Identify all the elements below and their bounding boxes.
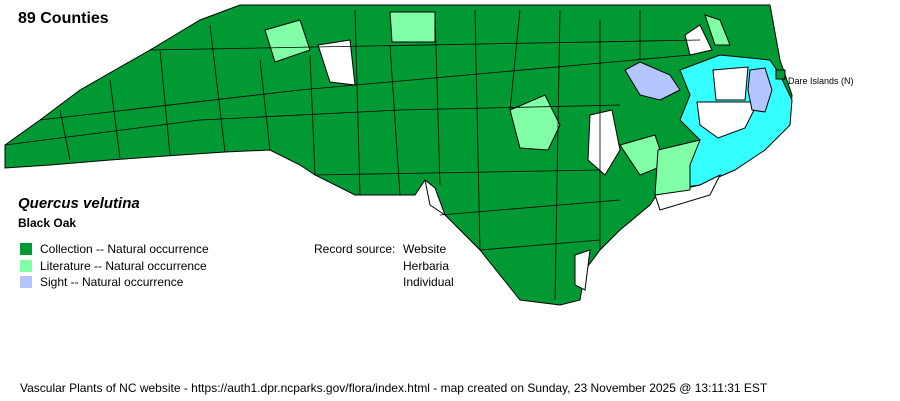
legend-swatch (20, 243, 32, 255)
scientific-name: Quercus velutina (18, 195, 140, 212)
county-absent (424, 178, 447, 217)
county-absent (574, 249, 591, 291)
record-source-value: Individual (403, 275, 454, 289)
county-sight (747, 67, 773, 113)
record-source-label: Record source: (314, 242, 396, 256)
county-absent (696, 101, 759, 139)
county-sight (624, 61, 681, 101)
county-literature (264, 19, 311, 63)
legend-label: Collection -- Natural occurrence (40, 242, 209, 256)
county-literature (509, 94, 561, 151)
county-absent (654, 173, 722, 211)
dare-islands-label: Dare Islands (N) (788, 76, 854, 86)
footer-credit: Vascular Plants of NC website - https://… (20, 381, 768, 395)
county-literature (654, 139, 701, 196)
legend-item-sight: Sight -- Natural occurrence (20, 275, 183, 289)
record-source-value: Website (403, 242, 447, 256)
county-literature (389, 11, 436, 43)
legend-item-literature: Literature -- Natural occurrence (20, 259, 207, 273)
legend-swatch (20, 276, 32, 288)
county-count: 89 Counties (18, 10, 109, 27)
common-name: Black Oak (18, 216, 77, 230)
legend-label: Sight -- Natural occurrence (40, 275, 184, 289)
county-lines (4, 9, 701, 301)
county-absent (712, 66, 749, 101)
record-source-value: Herbaria (403, 259, 450, 273)
legend-label: Literature -- Natural occurrence (40, 259, 207, 273)
legend-swatch (20, 260, 32, 272)
legend-item-collection: Collection -- Natural occurrence (20, 242, 209, 256)
dare-islands-marker (775, 69, 786, 80)
county-absent (587, 109, 621, 176)
county-literature (704, 14, 731, 46)
